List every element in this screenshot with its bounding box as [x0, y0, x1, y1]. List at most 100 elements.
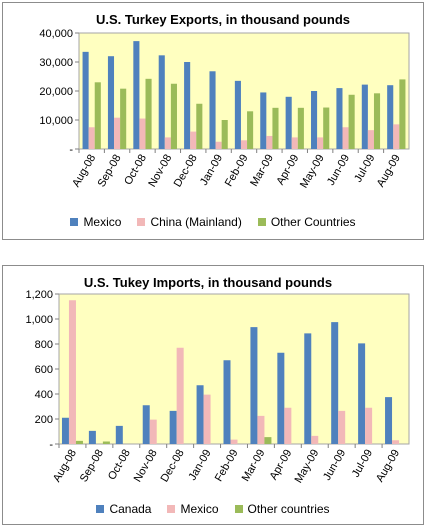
bar-china-mainland: [240, 140, 248, 149]
bar-other-countries: [221, 120, 228, 149]
bar-mexico: [392, 440, 400, 444]
legend-item: Other Countries: [257, 215, 356, 229]
bar-mexico: [184, 62, 191, 149]
bar-china-mainland: [393, 124, 400, 149]
bar-china-mainland: [139, 118, 146, 149]
bar-other-countries: [264, 437, 272, 444]
bar-mexico: [209, 71, 216, 149]
bar-mexico: [230, 439, 238, 444]
bar-other-countries: [75, 440, 83, 444]
bar-mexico: [107, 56, 115, 150]
legend-item: Mexico: [167, 502, 219, 516]
x-tick-label: Feb-09: [223, 153, 251, 189]
y-tick-label: 800: [35, 339, 53, 351]
bar-china-mainland: [367, 130, 374, 149]
y-tick-label: 600: [35, 364, 53, 376]
plot-area: [58, 293, 410, 445]
bar-canada: [142, 405, 150, 444]
bar-other-countries: [170, 83, 177, 149]
y-tick-label: 40,000: [39, 28, 73, 40]
bar-canada: [169, 410, 177, 444]
legend-item: Mexico: [70, 215, 121, 229]
exports-legend: Mexico China (Mainland) Other Countries: [3, 215, 423, 229]
x-tick-label: May-09: [298, 153, 327, 191]
bar-canada: [115, 425, 123, 444]
x-tick-label: Feb-09: [213, 448, 241, 484]
bar-other-countries: [102, 441, 110, 444]
exports-chart: U.S. Turkey Exports, in thousand pounds …: [2, 2, 424, 240]
x-tick-label: Oct-08: [106, 448, 133, 483]
bar-china-mainland: [114, 117, 121, 149]
legend-swatch: [234, 505, 243, 513]
bar-other-countries: [399, 79, 406, 149]
bar-mexico: [149, 419, 157, 444]
x-tick-label: Oct-08: [122, 153, 149, 188]
x-tick-label: Dec-08: [159, 448, 187, 485]
bar-mexico: [311, 91, 318, 149]
bar-mexico: [285, 96, 292, 149]
bar-canada: [250, 327, 258, 444]
bar-mexico: [176, 347, 184, 444]
bar-mexico: [203, 394, 211, 444]
bar-mexico: [158, 55, 165, 149]
legend-label: China (Mainland): [150, 215, 242, 229]
legend-label: Mexico: [180, 502, 219, 516]
legend-item: China (Mainland): [137, 215, 242, 229]
x-tick-label: Sep-08: [96, 153, 124, 190]
bar-mexico: [311, 435, 319, 444]
x-tick-label: Mar-09: [240, 448, 268, 484]
bar-mexico: [82, 51, 89, 149]
bar-canada: [223, 360, 231, 444]
bar-canada: [385, 397, 393, 444]
bar-canada: [88, 430, 96, 444]
bar-mexico: [336, 88, 343, 149]
bar-mexico: [257, 415, 265, 444]
bar-other-countries: [94, 82, 101, 149]
bar-china-mainland: [215, 141, 222, 149]
bar-china-mainland: [190, 131, 197, 149]
x-tick-label: Jun-09: [325, 153, 352, 188]
bar-china-mainland: [317, 137, 324, 149]
x-tick-label: Jan-09: [186, 448, 213, 483]
legend-swatch: [257, 218, 266, 226]
x-tick-label: Nov-08: [146, 153, 174, 190]
x-tick-label: May-09: [293, 448, 322, 486]
bar-mexico: [260, 92, 267, 149]
bar-canada: [196, 385, 204, 444]
legend-label: Mexico: [83, 215, 122, 229]
exports-chart-plot: - 10,000 20,000 30,000 40,000 Aug-08Sep-08Oct…: [39, 28, 410, 191]
legend-swatch: [137, 218, 146, 226]
bar-other-countries: [120, 88, 127, 149]
x-tick-label: Apr-09: [268, 448, 295, 483]
bar-china-mainland: [342, 127, 349, 149]
x-tick-label: Sep-08: [78, 448, 106, 485]
x-tick-label: Aug-08: [70, 153, 98, 190]
y-tick-label: 30,000: [39, 57, 73, 69]
x-tick-label: Mar-09: [248, 153, 276, 189]
legend-swatch: [96, 505, 105, 513]
imports-chart: U.S. Tukey Imports, in thousand pounds -…: [2, 265, 424, 525]
bar-other-countries: [348, 94, 355, 149]
chart-title: U.S. Tukey Imports, in thousand pounds: [83, 275, 333, 290]
imports-legend: Canada Mexico Other countries: [3, 502, 423, 516]
x-tick-label: Jul-09: [352, 153, 377, 185]
x-tick-label: Aug-09: [375, 153, 403, 190]
y-tick-label: 20,000: [39, 86, 73, 98]
bar-mexico: [361, 84, 368, 149]
legend-label: Other countries: [247, 502, 330, 516]
bar-canada: [304, 333, 312, 444]
plot-area: [78, 32, 410, 150]
x-tick-label: Jul-09: [350, 448, 375, 480]
legend-label: Canada: [109, 502, 152, 516]
x-tick-label: Jun-09: [321, 448, 348, 483]
y-tick-label: 1,000: [25, 314, 53, 326]
bar-mexico: [234, 80, 241, 149]
bar-canada: [331, 322, 339, 444]
legend-swatch: [70, 218, 79, 226]
bar-other-countries: [145, 78, 152, 149]
y-tick-label: -: [69, 144, 73, 156]
bar-other-countries: [196, 103, 203, 149]
bar-china-mainland: [88, 127, 95, 149]
x-tick-label: Jan-09: [198, 153, 225, 188]
